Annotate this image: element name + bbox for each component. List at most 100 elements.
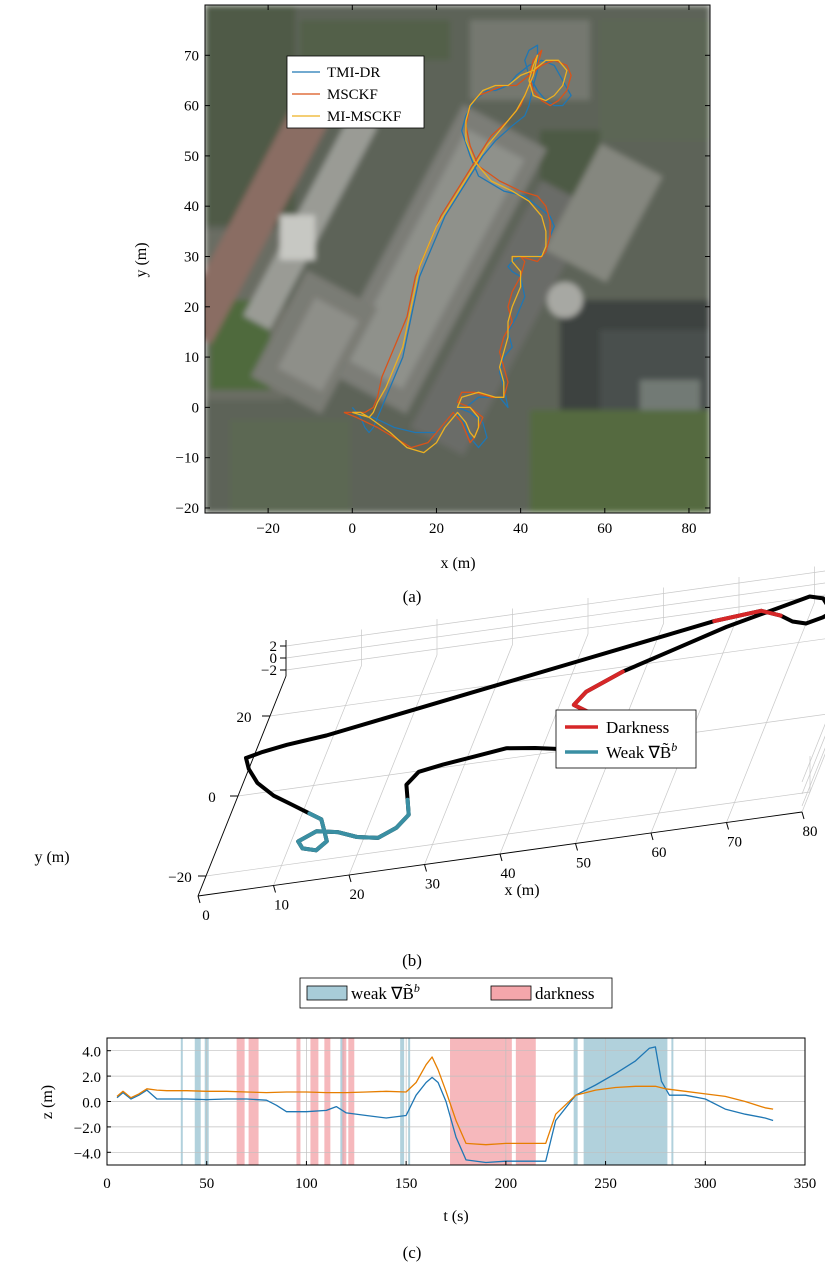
y-tick-label-10: −10 (176, 451, 199, 467)
grid-y-floor-0 (237, 714, 825, 797)
c-y-tick-label-0: 0.0 (82, 1096, 101, 1112)
aerial-background-image (205, 5, 710, 513)
c-series-line-0 (116, 1046, 774, 1164)
panel-b-caption: (b) (402, 951, 422, 970)
legend-label-weak-gradient-c: weak ∇B̃b (351, 981, 420, 1003)
aerial-patch-9 (470, 20, 590, 100)
aerial-building-5 (544, 143, 663, 283)
grid-z-side-2 (801, 723, 825, 783)
grid-x-floor-10 (273, 665, 362, 886)
b-x-tick-label-10: 10 (274, 898, 289, 914)
aerial-buildings (205, 60, 663, 456)
c-y-tick-label-2: 2.0 (82, 1070, 101, 1086)
y-tick-label-20: 20 (184, 300, 199, 316)
aerial-building-1 (345, 129, 525, 390)
panel-c-ticks: 0 50 100 150 200 250 300 350 −4.0 −2.0 0.0 2.0 4.0 (74, 1045, 816, 1192)
c-y-tick-label-4: −4.0 (74, 1146, 101, 1162)
grid-z-back-0 (285, 582, 825, 659)
grid-y-floor-20 (269, 638, 825, 717)
panel-b-legend-box (555, 709, 697, 769)
c-y-tick-label-4: 4.0 (82, 1045, 101, 1061)
b-x-tick-mark-60 (650, 832, 654, 841)
b-x-tick-mark-0 (197, 895, 201, 904)
x-tick-label-20: −20 (256, 521, 279, 537)
c-x-tick-label-150: 150 (395, 1176, 418, 1192)
b-x-tick-mark-20 (348, 874, 352, 883)
grid-x-floor-70 (726, 602, 815, 823)
b-x-tick-mark-70 (726, 822, 729, 830)
grid-x-floor-80 (801, 753, 825, 813)
panel-b-ylabel: y (m) (34, 849, 69, 866)
panel-c-xlabel: t (s) (443, 1208, 468, 1225)
b-x-tick-mark-80 (801, 811, 805, 820)
trajectory-line (244, 594, 825, 853)
x-tick-label-20: 20 (429, 521, 444, 537)
panel-b-trajectory-path (244, 594, 825, 853)
c-x-tick-label-350: 350 (794, 1176, 817, 1192)
panel-a-frame (204, 4, 711, 514)
highlight-segment-weak-0 (296, 797, 411, 853)
b-x-tick-label-30: 30 (425, 877, 440, 893)
aerial-building-4 (277, 297, 360, 392)
panel-c-legend-box (299, 977, 613, 1009)
b-x-tick-label-80: 80 (803, 824, 818, 840)
b-z-tick-label-2: 2 (270, 639, 278, 655)
highlight-segment-darkness-2 (712, 608, 783, 624)
grid-z-back-2 (285, 594, 825, 671)
panel-a-ticks: −20 0 20 40 60 80 −20 −10 0 10 20 30 40 50 60 70 (176, 5, 710, 537)
panel-a-caption: (a) (403, 587, 422, 606)
y-tick-label-10: 10 (184, 350, 199, 366)
panel-c-series-group (116, 1046, 774, 1164)
panel-c-ylabel: z (m) (39, 1085, 56, 1119)
legend-swatch-darkness (490, 985, 532, 1001)
y-tick-label-70: 70 (184, 48, 199, 64)
weak-gradient-c-text: weak ∇B̃ (351, 984, 414, 1003)
b-x-tick-label-50: 50 (576, 856, 591, 872)
c-x-tick-label-300: 300 (694, 1176, 717, 1192)
c-x-tick-label-200: 200 (495, 1176, 518, 1192)
c-x-tick-label-0: 0 (103, 1176, 111, 1192)
legend-label-msckf: MSCKF (327, 87, 378, 103)
weak-gradient-c-superscript: b (414, 981, 420, 995)
grid-y-floor-20 (205, 791, 811, 877)
b-z-tick-label-0: 0 (270, 651, 278, 667)
grid-z-side-0 (801, 735, 825, 795)
x-tick-label-80: 80 (681, 521, 696, 537)
aerial-patch-8 (300, 20, 450, 60)
legend-label-mi-msckf: MI-MSCKF (327, 109, 401, 125)
axis-y-line (197, 675, 287, 897)
grid-x-floor-30 (424, 644, 513, 865)
panel-c-altitude-plot: weak ∇B̃b darkness 0 50 100 150 200 250 300 350… (39, 977, 816, 1262)
y-tick-label-40: 40 (184, 199, 199, 215)
grid-z-side-2 (801, 747, 825, 807)
y-tick-label-0: 0 (192, 400, 200, 416)
x-tick-label-0: 0 (349, 521, 357, 537)
legend-swatch-weak-gradient (306, 985, 348, 1001)
weak-gradient-superscript: b (671, 740, 677, 754)
b-x-tick-mark-50 (575, 843, 578, 851)
weak-gradient-text: Weak ∇B̃ (606, 743, 671, 762)
aerial-dome (547, 282, 583, 318)
b-y-tick-label-0: 0 (208, 790, 216, 806)
panel-b-legend: Darkness Weak ∇B̃b (555, 709, 697, 769)
b-x-tick-label-0: 0 (202, 908, 210, 924)
b-y-tick-label-20: −20 (168, 870, 191, 886)
y-tick-label-20: −20 (176, 501, 199, 517)
b-x-tick-mark-10 (273, 885, 276, 893)
panel-c-legend: weak ∇B̃b darkness (299, 977, 613, 1009)
b-x-tick-label-20: 20 (350, 887, 365, 903)
legend-label-darkness: Darkness (606, 718, 669, 737)
b-x-tick-label-70: 70 (727, 835, 742, 851)
grid-x-floor-40 (499, 633, 589, 855)
grid-x-floor-20 (348, 654, 438, 876)
legend-label-weak-gradient: Weak ∇B̃b (606, 740, 677, 762)
aerial-patch-11 (230, 420, 350, 513)
panel-b-3d-grid (197, 566, 825, 897)
c-x-tick-label-50: 50 (199, 1176, 214, 1192)
legend-label-darkness-c: darkness (535, 984, 594, 1003)
c-series-line-1 (116, 1056, 774, 1146)
b-x-tick-mark-40 (499, 853, 503, 862)
